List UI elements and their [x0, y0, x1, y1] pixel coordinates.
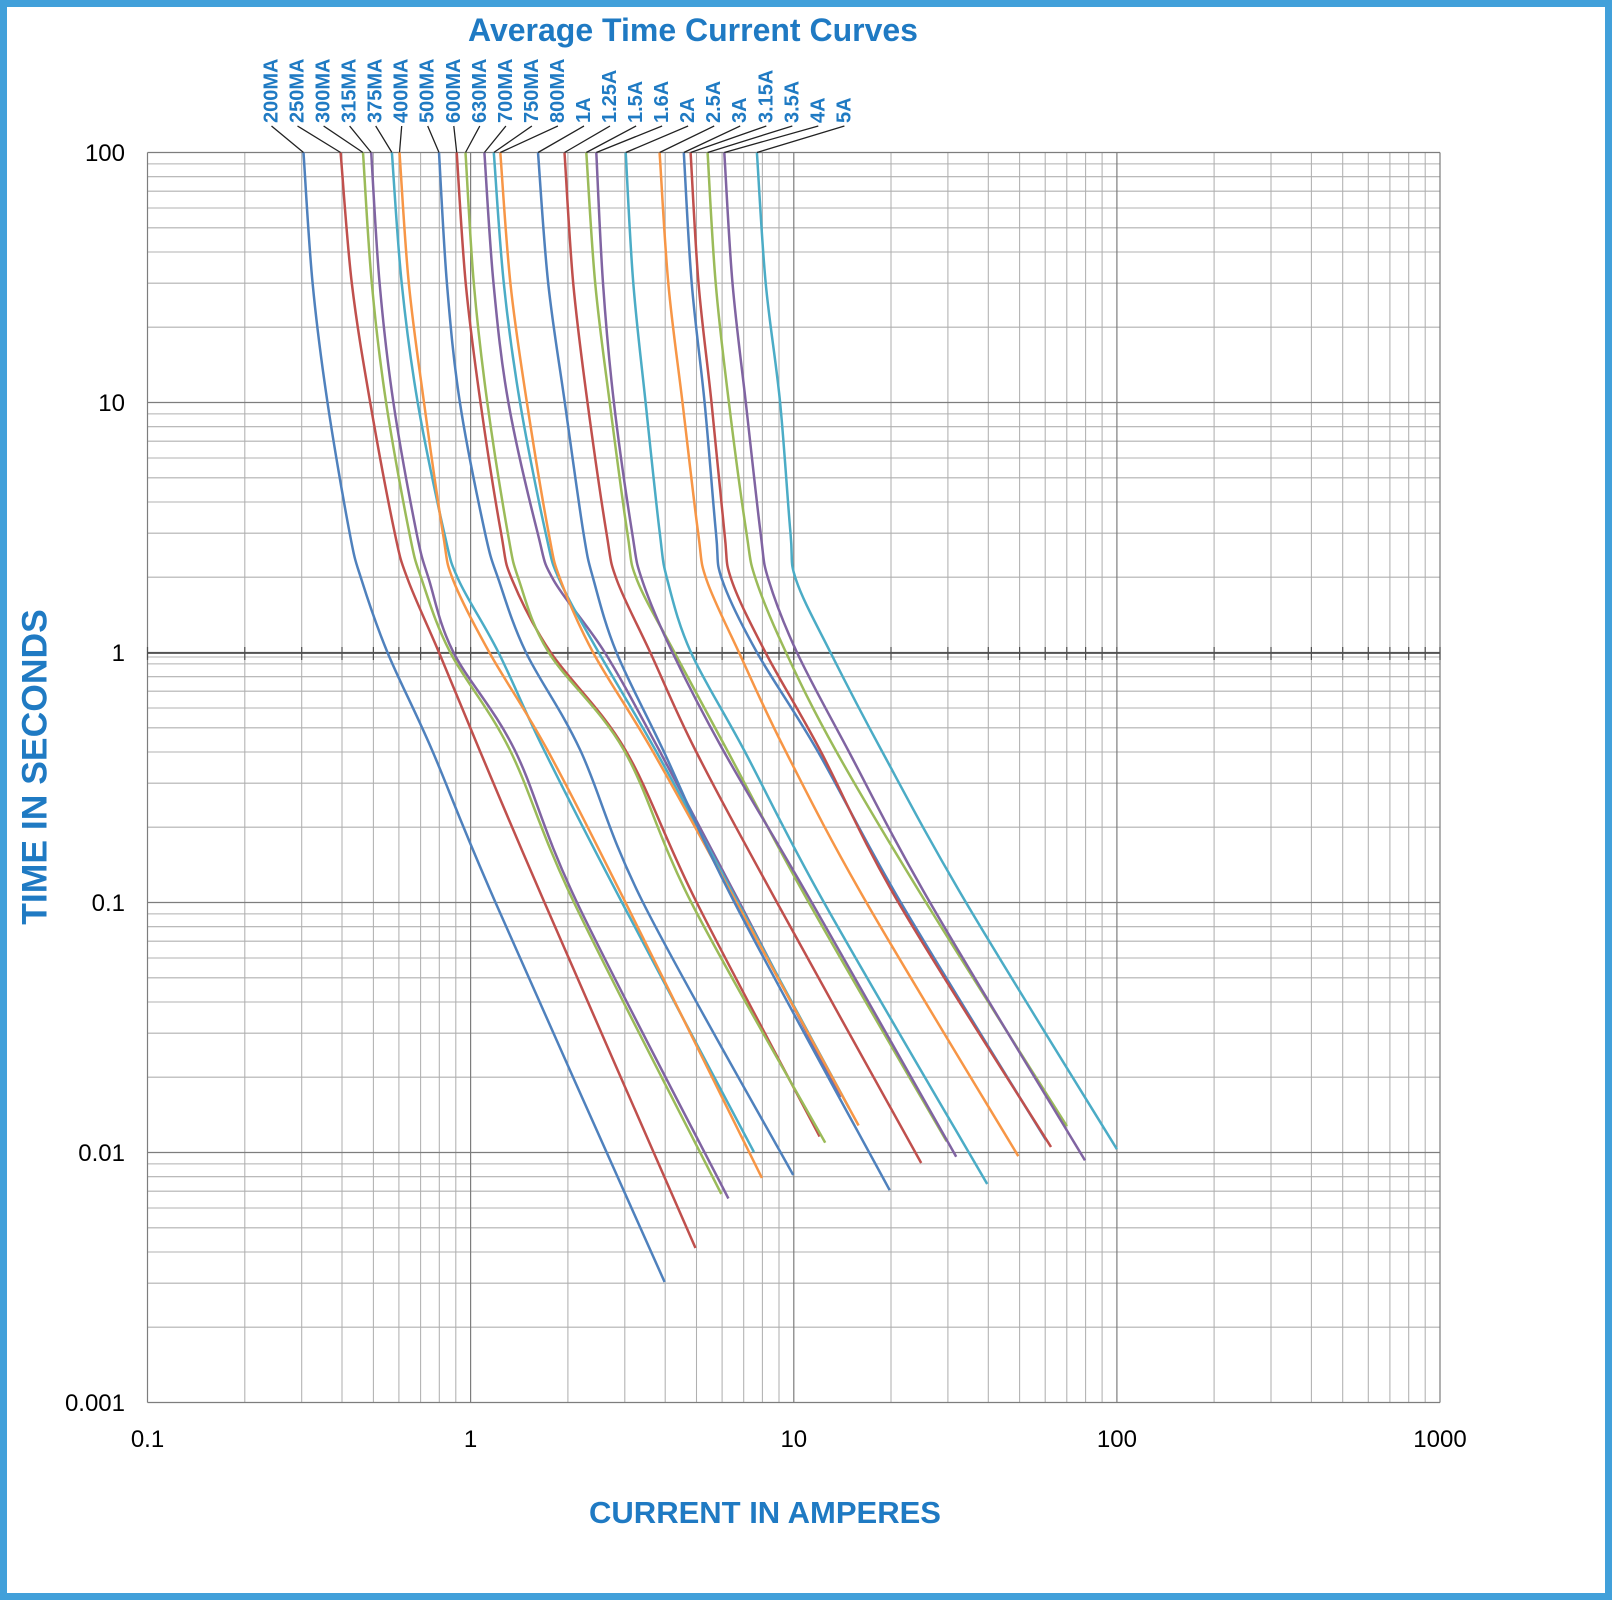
svg-text:1.6A: 1.6A	[651, 81, 673, 123]
svg-text:300MA: 300MA	[313, 59, 335, 123]
svg-text:10: 10	[780, 1426, 807, 1453]
svg-text:5A: 5A	[833, 97, 855, 123]
svg-text:4A: 4A	[807, 97, 829, 123]
svg-text:3A: 3A	[729, 97, 751, 123]
svg-text:10: 10	[98, 390, 125, 417]
svg-text:100: 100	[85, 140, 125, 167]
svg-text:400MA: 400MA	[391, 59, 413, 123]
svg-text:100: 100	[1097, 1426, 1137, 1453]
svg-text:1.25A: 1.25A	[599, 70, 621, 123]
svg-text:1A: 1A	[573, 97, 595, 123]
svg-text:0.01: 0.01	[78, 1140, 125, 1167]
svg-text:500MA: 500MA	[417, 59, 439, 123]
svg-text:0.1: 0.1	[92, 890, 125, 917]
svg-text:200MA: 200MA	[261, 59, 283, 123]
svg-text:1.5A: 1.5A	[625, 81, 647, 123]
svg-text:2A: 2A	[677, 97, 699, 123]
svg-text:0.001: 0.001	[65, 1390, 125, 1417]
svg-text:3.15A: 3.15A	[755, 70, 777, 123]
svg-text:1: 1	[464, 1426, 477, 1453]
svg-text:Average Time Current Curves: Average Time Current Curves	[468, 12, 918, 48]
svg-text:1000: 1000	[1413, 1426, 1466, 1453]
svg-text:TIME IN SECONDS: TIME IN SECONDS	[15, 609, 55, 925]
svg-text:1: 1	[112, 640, 125, 667]
svg-text:3.5A: 3.5A	[781, 81, 803, 123]
svg-text:375MA: 375MA	[365, 59, 387, 123]
svg-text:2.5A: 2.5A	[703, 81, 725, 123]
svg-text:630MA: 630MA	[469, 59, 491, 123]
svg-text:700MA: 700MA	[495, 59, 517, 123]
svg-text:800MA: 800MA	[547, 59, 569, 123]
svg-text:750MA: 750MA	[521, 59, 543, 123]
svg-text:CURRENT IN AMPERES: CURRENT IN AMPERES	[589, 1495, 941, 1530]
svg-text:600MA: 600MA	[443, 59, 465, 123]
svg-text:250MA: 250MA	[287, 59, 309, 123]
svg-text:315MA: 315MA	[339, 59, 361, 123]
svg-text:0.1: 0.1	[131, 1426, 164, 1453]
